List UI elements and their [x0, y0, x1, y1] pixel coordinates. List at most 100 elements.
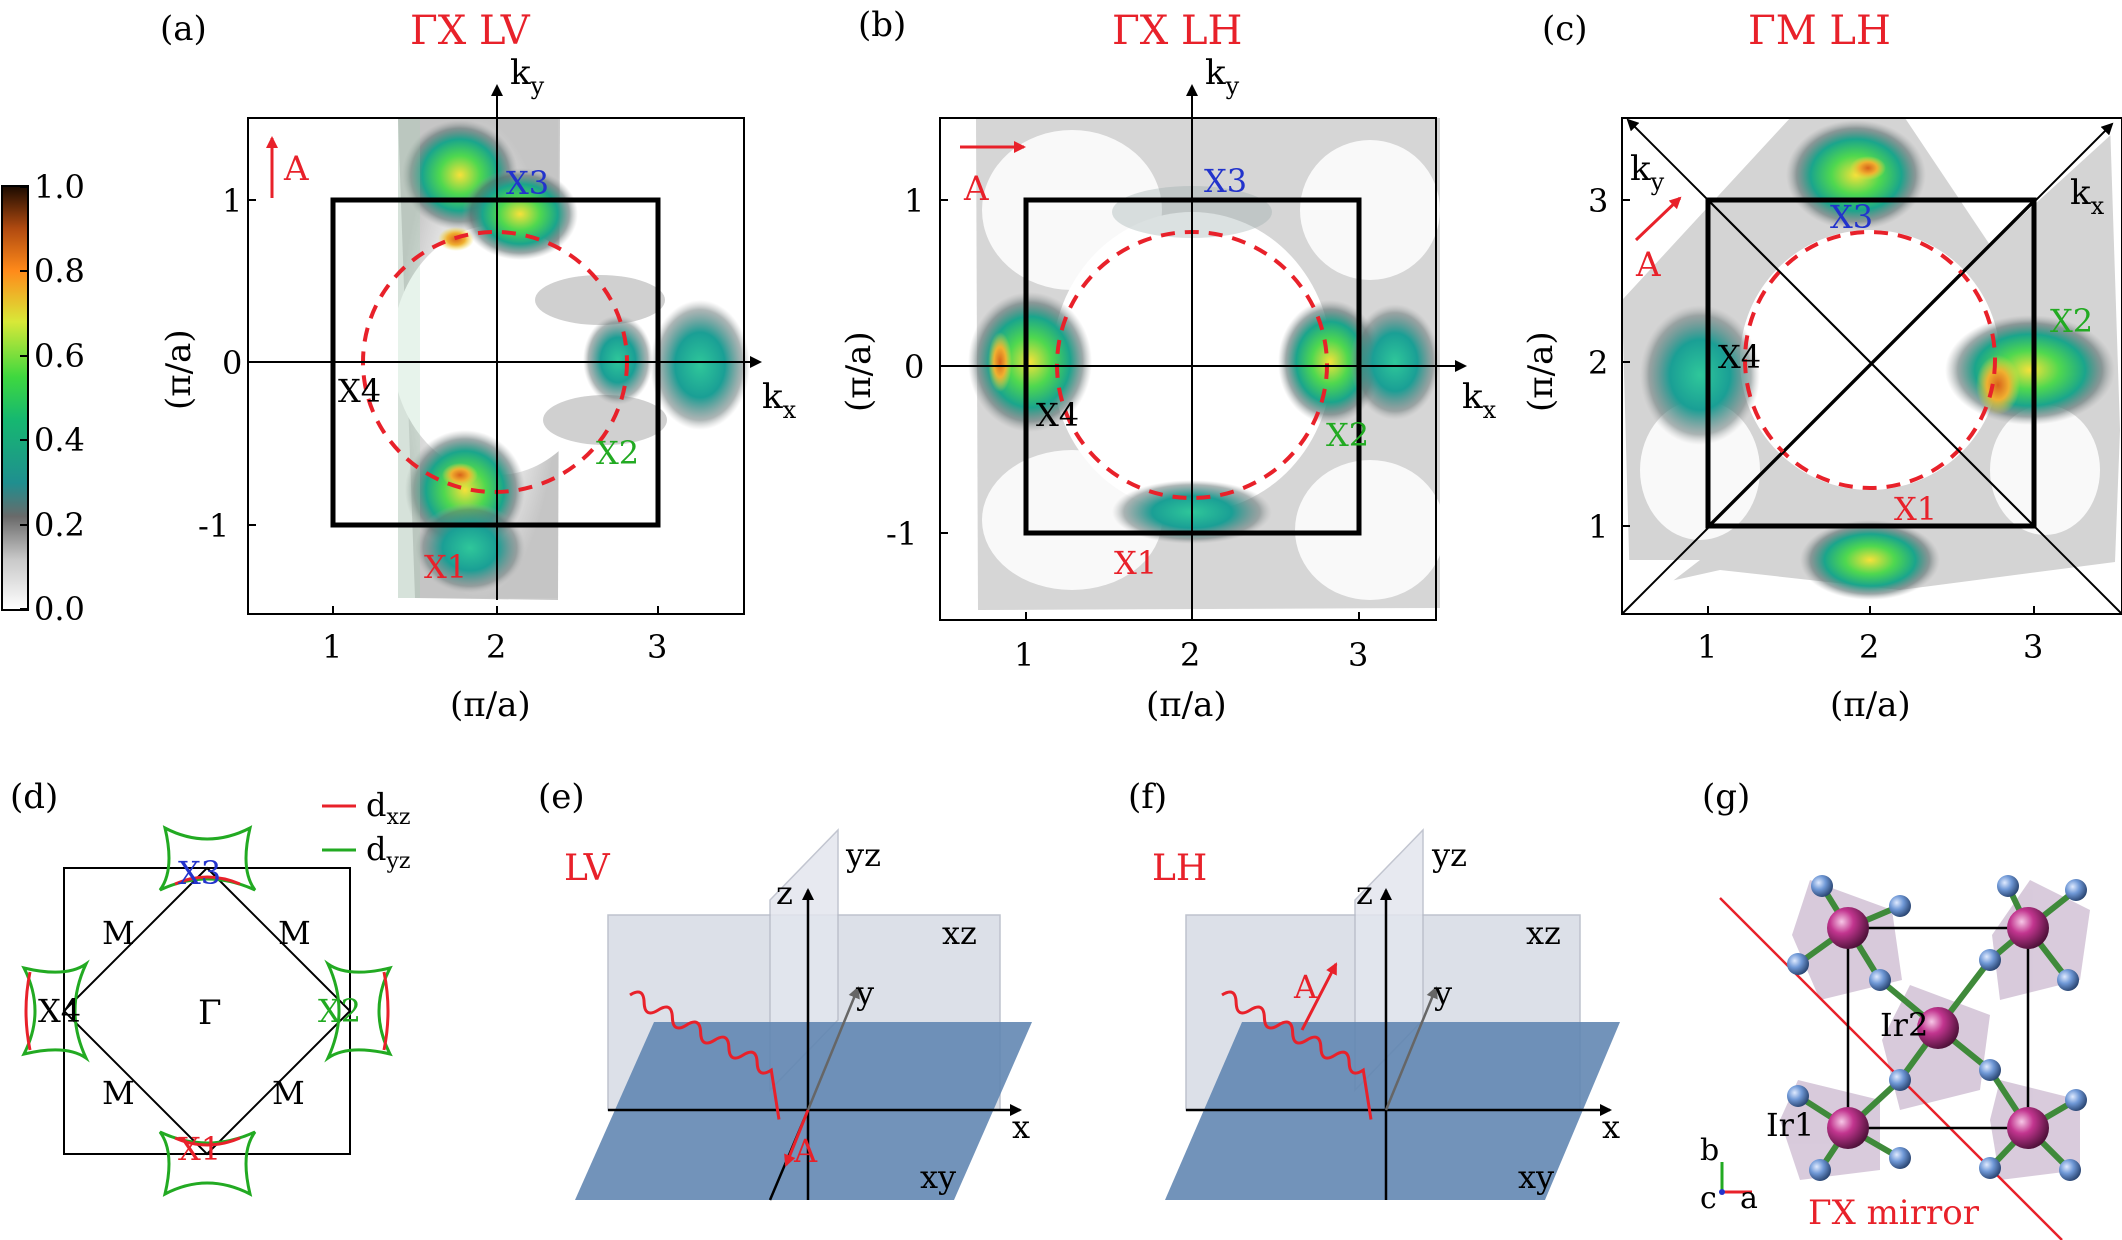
xtick: 2	[1180, 636, 1200, 674]
x-label: x	[1012, 1108, 1030, 1146]
ylabel: (π/a)	[159, 329, 199, 410]
colorbar-tick: 0.8	[34, 252, 85, 290]
ir2-label: Ir2	[1880, 1006, 1928, 1044]
point-x2: X2	[1326, 416, 1369, 454]
y-label: y	[855, 974, 874, 1012]
point-x1: X1	[178, 1130, 221, 1168]
point-x4: X4	[1036, 396, 1079, 434]
yz-label: yz	[845, 836, 881, 874]
point-x3: X3	[178, 854, 221, 892]
colorbar-tick: 0.4	[34, 421, 85, 459]
colorbar-ticks	[20, 186, 28, 610]
ytick: 1	[222, 182, 242, 220]
point-x4: X4	[1718, 338, 1761, 376]
panel-label: (g)	[1702, 777, 1750, 817]
ytick: 1	[1588, 508, 1608, 546]
z-label: z	[776, 874, 793, 912]
kx-extension	[1869, 361, 2122, 615]
point-x1: X1	[424, 548, 467, 586]
xy-label: xy	[920, 1158, 956, 1196]
colorbar-tick: 0.0	[34, 590, 85, 628]
xtick: 3	[1348, 636, 1368, 674]
point-x2: X2	[2050, 302, 2093, 340]
panel-label: (e)	[538, 777, 585, 817]
xtick: 1	[322, 628, 342, 666]
kx-label: kx	[1462, 377, 1497, 424]
xlabel: (π/a)	[1146, 685, 1227, 725]
polarization-label: A	[1293, 968, 1318, 1006]
xz-label: xz	[942, 914, 977, 952]
panel-title: ΓM LH	[1748, 8, 1891, 54]
panel-label: (b)	[858, 5, 906, 45]
panel-label: (d)	[10, 777, 58, 817]
point-x4: X4	[38, 992, 81, 1030]
ytick: 2	[1588, 344, 1608, 382]
ytick: 3	[1588, 182, 1608, 220]
panel-e: (e) LV A yz xz xy z y x	[538, 777, 1032, 1201]
panel-d: (d) dxz dyz X3 X1 X4 X2 Γ M M M M	[10, 777, 411, 1197]
panel-g: (g)	[1700, 777, 2090, 1240]
z-label: z	[1356, 874, 1373, 912]
gamma-point: Γ	[198, 993, 222, 1033]
ytick: -1	[198, 507, 229, 545]
legend-dxz: dxz	[366, 786, 410, 830]
intensity-map	[1622, 118, 2122, 620]
panel-label: (a)	[160, 9, 207, 49]
xz-label: xz	[1526, 914, 1561, 952]
colorbar-gradient	[1, 185, 29, 611]
polarization-label: A	[793, 1132, 818, 1170]
y-axis	[1384, 986, 1438, 1111]
xtick: 3	[2023, 628, 2043, 666]
plot-frame	[939, 117, 1437, 621]
photon-wave	[629, 990, 781, 1120]
polarization-arrow	[1634, 196, 1682, 242]
xtick: 3	[647, 628, 667, 666]
colorbar-tick: 0.2	[34, 506, 85, 544]
polarization-arrow	[1300, 962, 1338, 1031]
axis-b-label: b	[1700, 1133, 1719, 1168]
fermi-surface-circle	[1743, 230, 1997, 490]
xtick: 2	[1859, 628, 1879, 666]
panel-title: ΓX LV	[410, 8, 531, 54]
m-point: M	[278, 914, 311, 952]
legend-dyz: dyz	[366, 830, 411, 874]
point-x3: X3	[506, 164, 549, 202]
ytick: 0	[904, 348, 924, 386]
unit-cell	[1846, 926, 2030, 1130]
y-label: y	[1433, 974, 1452, 1012]
axis-ticks	[1622, 199, 2035, 614]
point-x3: X3	[1830, 198, 1873, 236]
point-x2: X2	[318, 992, 361, 1030]
mode-label: LV	[564, 848, 611, 889]
brillouin-zone	[1705, 197, 2037, 529]
ylabel: (π/a)	[1521, 331, 1561, 412]
x-label: x	[1602, 1108, 1620, 1146]
ytick: 1	[904, 182, 924, 220]
colorbar: 1.0 0.8 0.6 0.4 0.2 0.0	[1, 168, 85, 628]
xy-label: xy	[1518, 1158, 1554, 1196]
axis-a-label: a	[1740, 1181, 1758, 1216]
xlabel: (π/a)	[1830, 685, 1911, 725]
oxygen-atoms	[1787, 875, 2087, 1181]
colorbar-tick: 1.0	[34, 168, 85, 206]
ky-label: ky	[1205, 53, 1240, 100]
panel-c: (c) ΓM LH ky kx A X3 X4 X2	[1521, 8, 2122, 725]
point-x4: X4	[338, 372, 381, 410]
iridium-atoms	[1827, 907, 2049, 1149]
plot-frame	[1621, 117, 2122, 615]
axis-c	[1719, 1189, 1725, 1195]
panel-label: (c)	[1542, 9, 1588, 49]
point-x1: X1	[1894, 490, 1937, 528]
kx-label: kx	[762, 377, 797, 424]
point-x1: X1	[1114, 544, 1157, 582]
polarization-label: A	[283, 149, 309, 189]
yz-label: yz	[1431, 836, 1467, 874]
m-point: M	[102, 1074, 135, 1112]
mirror-label: ΓX mirror	[1808, 1193, 1980, 1233]
reduced-zone	[62, 866, 352, 1156]
axis-ticks	[248, 199, 659, 614]
panel-title: ΓX LH	[1112, 8, 1242, 54]
xtick: 2	[486, 628, 506, 666]
intensity-map	[968, 118, 1445, 610]
intensity-map	[392, 118, 750, 600]
